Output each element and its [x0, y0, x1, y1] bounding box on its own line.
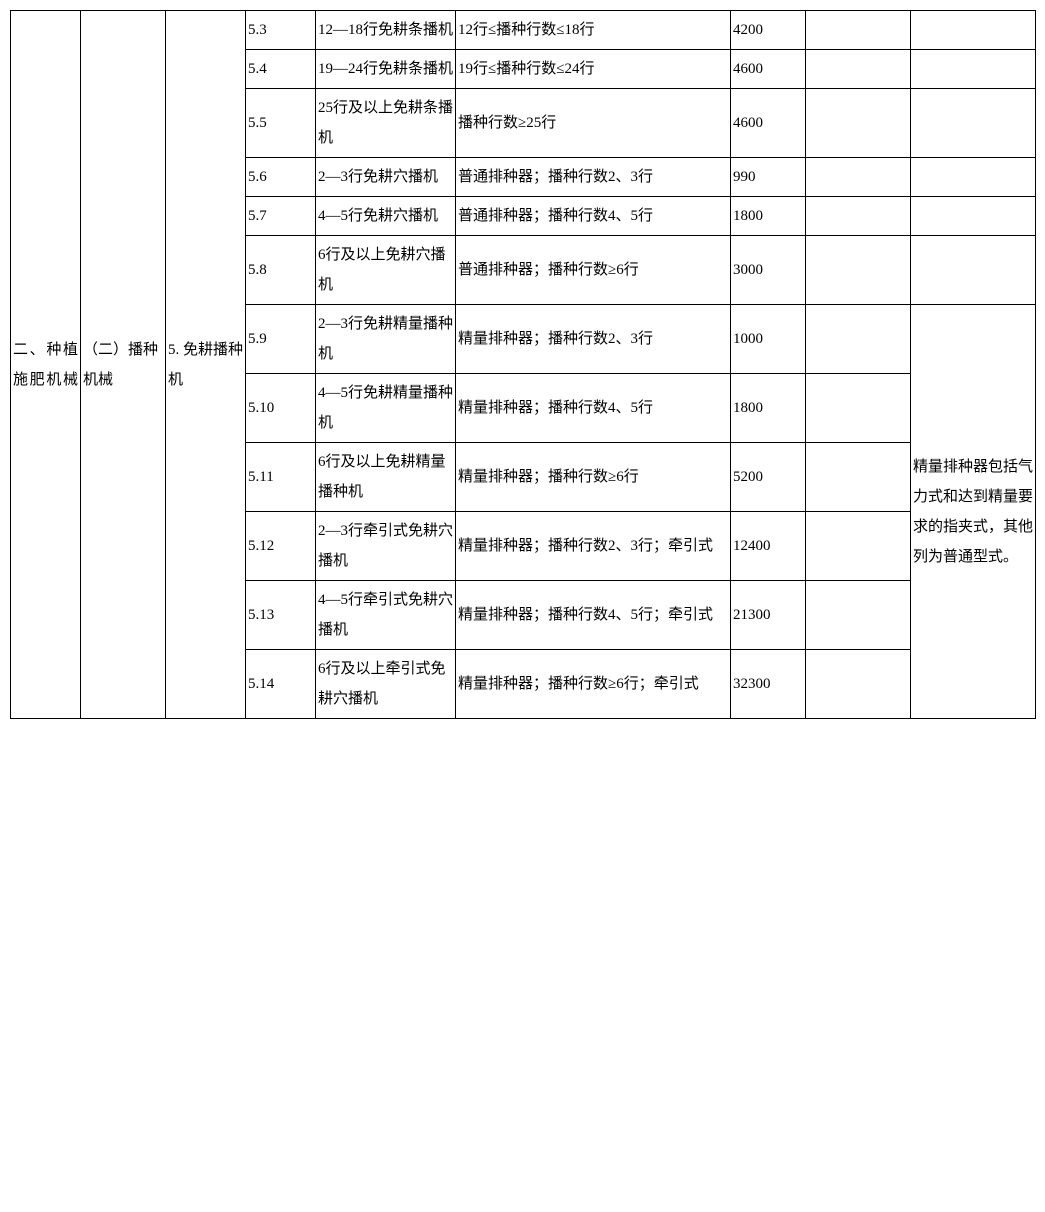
row-spec: 精量排种器；播种行数4、5行；牵引式: [456, 581, 731, 650]
row-value: 1800: [731, 374, 806, 443]
row-note-empty: [911, 89, 1036, 158]
row-name: 2—3行牵引式免耕穴播机: [316, 512, 456, 581]
row-number: 5.13: [246, 581, 316, 650]
category-level-1: 二、种植施肥机械: [11, 11, 81, 719]
row-empty: [806, 50, 911, 89]
row-number: 5.4: [246, 50, 316, 89]
row-empty: [806, 374, 911, 443]
row-note-empty: [911, 50, 1036, 89]
row-value: 32300: [731, 650, 806, 719]
row-name: 19—24行免耕条播机: [316, 50, 456, 89]
row-spec: 精量排种器；播种行数4、5行: [456, 374, 731, 443]
row-note-empty: [911, 158, 1036, 197]
row-empty: [806, 512, 911, 581]
row-value: 4200: [731, 11, 806, 50]
row-name: 4—5行免耕精量播种机: [316, 374, 456, 443]
row-value: 990: [731, 158, 806, 197]
row-value: 3000: [731, 236, 806, 305]
row-empty: [806, 11, 911, 50]
row-number: 5.5: [246, 89, 316, 158]
row-value: 1800: [731, 197, 806, 236]
row-empty: [806, 158, 911, 197]
row-spec: 精量排种器；播种行数2、3行: [456, 305, 731, 374]
row-empty: [806, 305, 911, 374]
row-name: 12—18行免耕条播机: [316, 11, 456, 50]
row-number: 5.9: [246, 305, 316, 374]
row-note-empty: [911, 11, 1036, 50]
row-note: 精量排种器包括气力式和达到精量要求的指夹式，其他列为普通型式。: [911, 305, 1036, 719]
row-spec: 精量排种器；播种行数≥6行；牵引式: [456, 650, 731, 719]
row-value: 4600: [731, 50, 806, 89]
table-row: 二、种植施肥机械（二）播种机械5. 免耕播种机5.312—18行免耕条播机12行…: [11, 11, 1036, 50]
row-number: 5.3: [246, 11, 316, 50]
row-name: 25行及以上免耕条播机: [316, 89, 456, 158]
row-name: 6行及以上牵引式免耕穴播机: [316, 650, 456, 719]
row-number: 5.12: [246, 512, 316, 581]
row-value: 12400: [731, 512, 806, 581]
row-number: 5.7: [246, 197, 316, 236]
category-level-3: 5. 免耕播种机: [166, 11, 246, 719]
row-name: 2—3行免耕穴播机: [316, 158, 456, 197]
row-empty: [806, 581, 911, 650]
row-spec: 精量排种器；播种行数≥6行: [456, 443, 731, 512]
row-number: 5.11: [246, 443, 316, 512]
subsidy-table: 二、种植施肥机械（二）播种机械5. 免耕播种机5.312—18行免耕条播机12行…: [10, 10, 1036, 719]
row-value: 21300: [731, 581, 806, 650]
row-value: 5200: [731, 443, 806, 512]
row-number: 5.6: [246, 158, 316, 197]
row-name: 2—3行免耕精量播种机: [316, 305, 456, 374]
row-number: 5.14: [246, 650, 316, 719]
row-number: 5.8: [246, 236, 316, 305]
row-spec: 普通排种器；播种行数≥6行: [456, 236, 731, 305]
row-note-empty: [911, 197, 1036, 236]
row-value: 4600: [731, 89, 806, 158]
row-spec: 12行≤播种行数≤18行: [456, 11, 731, 50]
table-body: 二、种植施肥机械（二）播种机械5. 免耕播种机5.312—18行免耕条播机12行…: [11, 11, 1036, 719]
row-value: 1000: [731, 305, 806, 374]
row-empty: [806, 650, 911, 719]
row-empty: [806, 197, 911, 236]
row-spec: 精量排种器；播种行数2、3行；牵引式: [456, 512, 731, 581]
row-name: 4—5行牵引式免耕穴播机: [316, 581, 456, 650]
row-note-empty: [911, 236, 1036, 305]
row-empty: [806, 236, 911, 305]
row-name: 4—5行免耕穴播机: [316, 197, 456, 236]
row-spec: 普通排种器；播种行数2、3行: [456, 158, 731, 197]
category-level-2: （二）播种机械: [81, 11, 166, 719]
row-spec: 19行≤播种行数≤24行: [456, 50, 731, 89]
row-number: 5.10: [246, 374, 316, 443]
row-empty: [806, 443, 911, 512]
row-empty: [806, 89, 911, 158]
row-spec: 普通排种器；播种行数4、5行: [456, 197, 731, 236]
row-name: 6行及以上免耕精量播种机: [316, 443, 456, 512]
row-spec: 播种行数≥25行: [456, 89, 731, 158]
row-name: 6行及以上免耕穴播机: [316, 236, 456, 305]
